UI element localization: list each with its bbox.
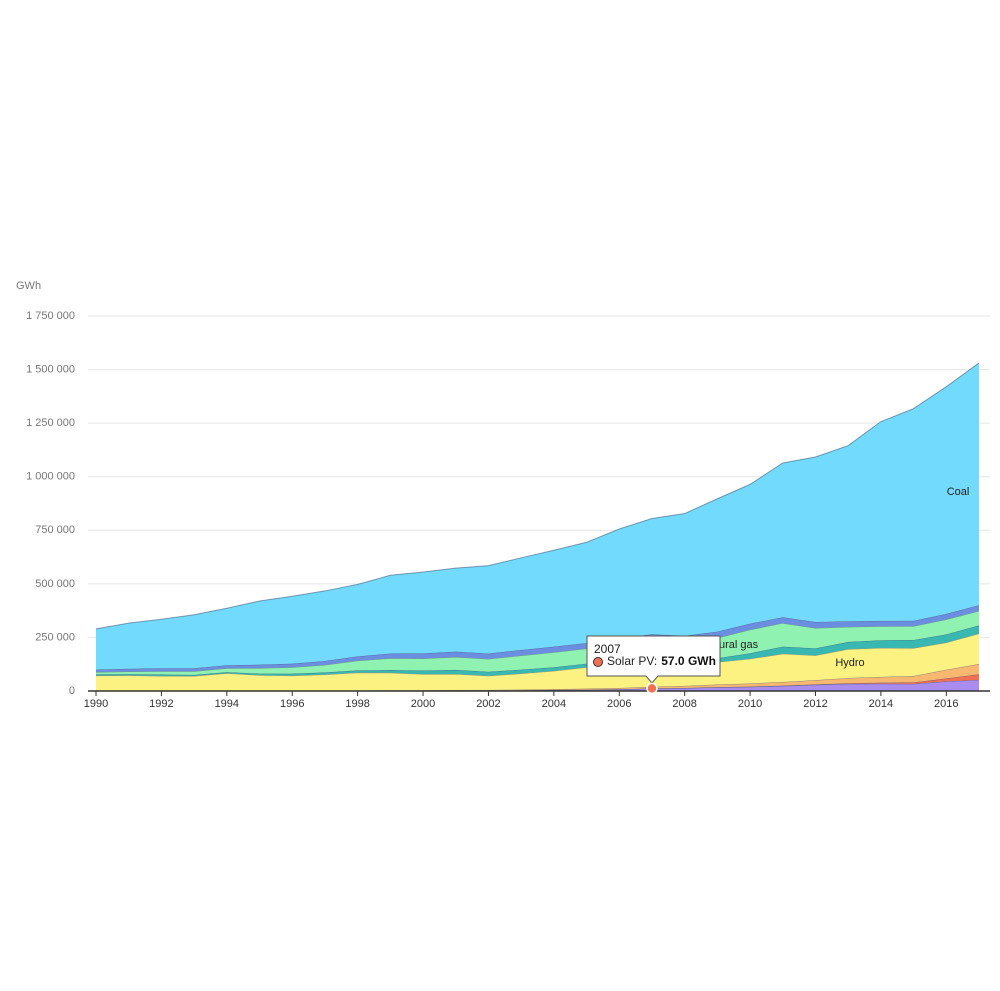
area-fill: [96, 679, 979, 691]
x-tick-label: 2004: [542, 698, 566, 710]
y-tick-label: 250 000: [35, 631, 75, 643]
y-tick-label: 750 000: [35, 524, 75, 536]
x-tick-label: 2016: [934, 698, 958, 710]
tooltip-label: Solar PV:: [607, 654, 657, 668]
area-fill: [96, 610, 979, 675]
x-tick-label: 1990: [84, 698, 108, 710]
x-tick-label: 2002: [476, 698, 500, 710]
x-tick-label: 2014: [869, 698, 893, 710]
area-line: [95, 362, 980, 630]
x-tick-label: 2008: [672, 698, 696, 710]
y-tick-label: 1 250 000: [26, 417, 75, 429]
tooltip-swatch: [593, 657, 603, 667]
x-tick-label: 1992: [149, 698, 173, 710]
x-tick-label: 2000: [411, 698, 435, 710]
hover-point: [646, 682, 658, 695]
tooltip-title: 2007: [594, 642, 621, 656]
area-fill: [96, 362, 979, 670]
x-tick-label: 1994: [215, 698, 239, 710]
y-tick-label: 1 000 000: [26, 471, 75, 483]
tooltip-value: 57.0 GWh: [661, 654, 716, 668]
y-tick-label: 500 000: [35, 578, 75, 590]
x-tick-label: 1998: [345, 698, 369, 710]
x-tick-label: 2012: [803, 698, 827, 710]
tooltip-box: [586, 635, 721, 684]
area-fill: [96, 633, 979, 691]
y-axis-label: GWh: [16, 280, 41, 292]
x-tick-label: 2010: [738, 698, 762, 710]
x-tick-label: 2006: [607, 698, 631, 710]
area-fill: [96, 625, 979, 676]
y-tick-label: 1 500 000: [26, 363, 75, 375]
x-tick-label: 1996: [280, 698, 304, 710]
y-tick-label: 0: [69, 685, 75, 697]
area-fill: [96, 664, 979, 691]
area-label: Hydro: [835, 657, 864, 669]
y-tick-label: 1 750 000: [26, 310, 75, 322]
area-label: Coal: [947, 486, 970, 498]
